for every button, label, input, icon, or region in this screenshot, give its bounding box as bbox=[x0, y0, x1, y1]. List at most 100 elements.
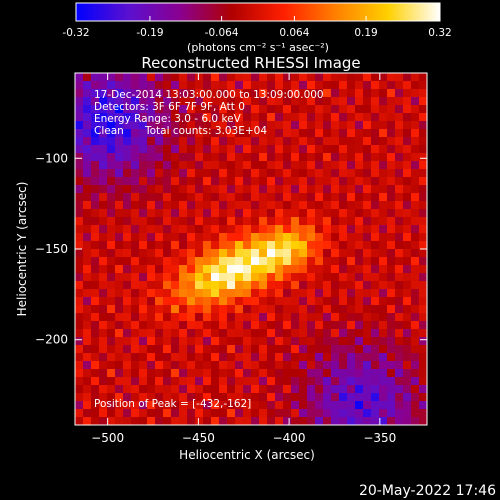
heatmap-cell bbox=[235, 105, 244, 114]
heatmap-cell bbox=[387, 201, 396, 210]
heatmap-cell bbox=[243, 313, 252, 322]
heatmap-cell bbox=[403, 185, 412, 194]
heatmap-cell bbox=[123, 249, 132, 258]
heatmap-cell bbox=[163, 297, 172, 306]
heatmap-cell bbox=[419, 97, 427, 106]
heatmap-cell bbox=[307, 249, 316, 258]
heatmap-cell bbox=[419, 345, 427, 354]
heatmap-cell bbox=[299, 145, 308, 154]
heatmap-cell bbox=[299, 257, 308, 266]
heatmap-cell bbox=[355, 249, 364, 258]
heatmap-cell bbox=[219, 209, 228, 218]
heatmap-cell bbox=[227, 129, 236, 138]
heatmap-cell bbox=[363, 145, 372, 154]
heatmap-cell bbox=[139, 233, 148, 242]
heatmap-cell bbox=[203, 289, 212, 298]
heatmap-cell bbox=[219, 145, 228, 154]
heatmap-cell bbox=[243, 81, 252, 90]
heatmap-cell bbox=[387, 169, 396, 178]
heatmap-cell bbox=[187, 113, 196, 122]
heatmap-cell bbox=[315, 153, 324, 162]
heatmap-cell bbox=[115, 249, 124, 258]
heatmap-cell bbox=[235, 273, 244, 282]
heatmap-cell bbox=[371, 225, 380, 234]
colorbar-unit-label: (photons cm⁻² s⁻¹ asec⁻²) bbox=[187, 41, 329, 54]
heatmap-cell bbox=[291, 113, 300, 122]
heatmap-cell bbox=[371, 345, 380, 354]
heatmap-cell bbox=[83, 73, 92, 82]
heatmap-cell bbox=[235, 337, 244, 346]
heatmap-cell bbox=[363, 193, 372, 202]
heatmap-cell bbox=[115, 345, 124, 354]
heatmap-cell bbox=[203, 409, 212, 418]
heatmap-cell bbox=[411, 345, 420, 354]
heatmap-cell bbox=[171, 353, 180, 362]
heatmap-cell bbox=[75, 169, 84, 178]
heatmap-cell bbox=[163, 97, 172, 106]
heatmap-cell bbox=[219, 137, 228, 146]
heatmap-cell bbox=[371, 217, 380, 226]
heatmap-cell bbox=[315, 337, 324, 346]
heatmap-cell bbox=[315, 361, 324, 370]
heatmap-cell bbox=[355, 97, 364, 106]
heatmap-cell bbox=[115, 209, 124, 218]
heatmap-cell bbox=[131, 249, 140, 258]
heatmap-cell bbox=[371, 129, 380, 138]
heatmap-cell bbox=[171, 297, 180, 306]
heatmap-cell bbox=[171, 369, 180, 378]
heatmap-cell bbox=[203, 121, 212, 130]
heatmap-cell bbox=[179, 377, 188, 386]
heatmap-cell bbox=[275, 297, 284, 306]
heatmap-cell bbox=[75, 417, 84, 425]
heatmap-cell bbox=[371, 313, 380, 322]
heatmap-cell bbox=[107, 273, 116, 282]
heatmap-cell bbox=[323, 297, 332, 306]
heatmap-cell bbox=[107, 121, 116, 130]
heatmap-cell bbox=[203, 145, 212, 154]
heatmap-cell bbox=[267, 377, 276, 386]
heatmap-cell bbox=[363, 401, 372, 410]
heatmap-cell bbox=[403, 153, 412, 162]
heatmap-cell bbox=[339, 121, 348, 130]
heatmap-cell bbox=[299, 137, 308, 146]
heatmap-cell bbox=[123, 217, 132, 226]
heatmap-cell bbox=[315, 369, 324, 378]
heatmap-cell bbox=[155, 273, 164, 282]
heatmap-cell bbox=[379, 361, 388, 370]
heatmap-cell bbox=[235, 361, 244, 370]
heatmap-cell bbox=[371, 265, 380, 274]
heatmap-cell bbox=[291, 185, 300, 194]
heatmap-cell bbox=[339, 257, 348, 266]
heatmap-cell bbox=[163, 201, 172, 210]
heatmap-cell bbox=[403, 121, 412, 130]
heatmap-cell bbox=[243, 265, 252, 274]
heatmap-cell bbox=[139, 353, 148, 362]
heatmap-cell bbox=[315, 209, 324, 218]
heatmap-cell bbox=[307, 337, 316, 346]
heatmap-cell bbox=[275, 209, 284, 218]
heatmap-cell bbox=[203, 105, 212, 114]
heatmap-cell bbox=[363, 73, 372, 82]
heatmap-cell bbox=[347, 417, 356, 425]
heatmap-cell bbox=[283, 417, 292, 425]
heatmap-cell bbox=[219, 393, 228, 402]
heatmap-cell bbox=[307, 257, 316, 266]
heatmap-cell bbox=[339, 353, 348, 362]
heatmap-cell bbox=[395, 385, 404, 394]
heatmap-cell bbox=[387, 137, 396, 146]
heatmap-cell bbox=[355, 401, 364, 410]
heatmap-cell bbox=[75, 305, 84, 314]
heatmap-cell bbox=[283, 393, 292, 402]
heatmap-cell bbox=[347, 337, 356, 346]
heatmap-cell bbox=[251, 361, 260, 370]
heatmap-cell bbox=[115, 145, 124, 154]
heatmap-cell bbox=[283, 217, 292, 226]
heatmap-cell bbox=[115, 417, 124, 425]
heatmap-cell bbox=[243, 273, 252, 282]
heatmap-cell bbox=[179, 321, 188, 330]
heatmap-cell bbox=[411, 201, 420, 210]
heatmap-cell bbox=[139, 241, 148, 250]
heatmap-cell bbox=[187, 265, 196, 274]
heatmap-cell bbox=[227, 153, 236, 162]
heatmap-cell bbox=[219, 161, 228, 170]
